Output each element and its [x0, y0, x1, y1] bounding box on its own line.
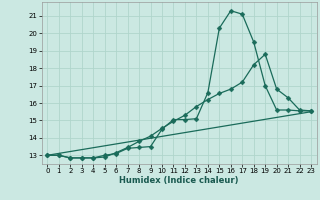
- X-axis label: Humidex (Indice chaleur): Humidex (Indice chaleur): [119, 176, 239, 185]
